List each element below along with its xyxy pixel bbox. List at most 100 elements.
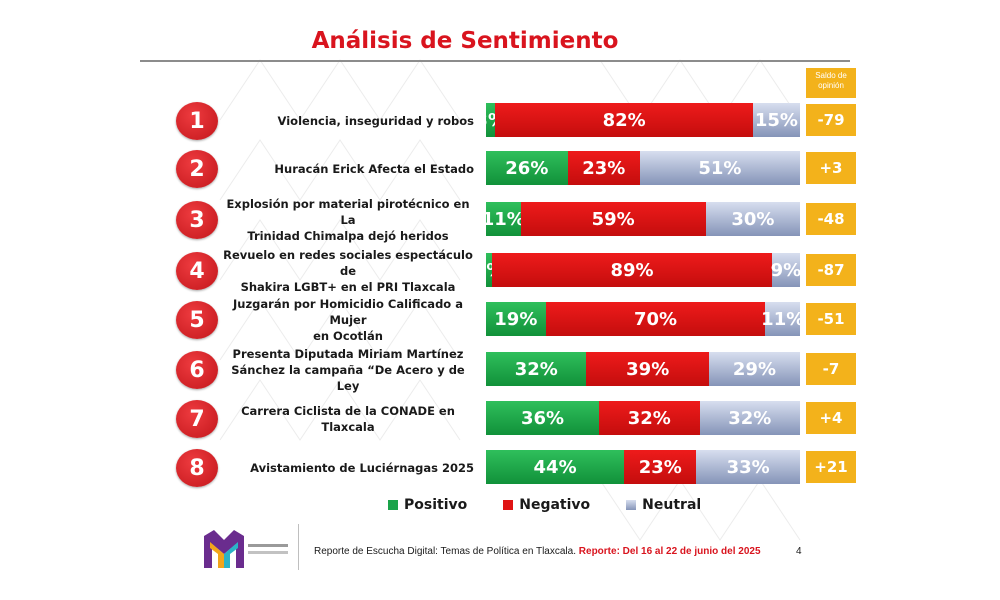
stacked-bar: 36% 32% 32% [486,401,800,435]
saldo-value: -51 [806,303,856,335]
saldo-value: -79 [806,104,856,136]
topic-label: Violencia, inseguridad y robos [222,102,474,140]
data-label-negativo: 70% [634,308,678,330]
data-label-neutral: 51% [698,157,742,179]
legend-swatch-neutral [626,500,637,510]
saldo-header: Saldo de opinión [806,68,856,98]
legend-swatch-negativo [503,500,514,510]
data-label-negativo: 89% [610,259,654,281]
bar-segment-negativo: 39% [586,352,709,386]
topic-label: Presenta Diputada Miriam Martínez Sánchez… [222,347,474,393]
stacked-bar: 3% 82% 15% [486,103,800,137]
data-label-positivo: 36% [520,407,565,429]
topic-label: Carrera Ciclista de la CONADE en Tlaxcal… [222,400,474,438]
topic-label: Avistamiento de Luciérnagas 2025 [222,449,474,487]
saldo-value: -48 [806,203,856,235]
chart-row: 6 Presenta Diputada Miriam Martínez Sánche… [0,347,1000,393]
data-label-positivo: 19% [494,308,538,330]
topic-line: Presenta Diputada Miriam Martínez [232,347,464,361]
legend-label-positivo: Positivo [404,497,468,513]
bar-segment-positivo: 26% [486,151,568,185]
topic-line: Huracán Erick Afecta el Estado [274,162,474,176]
bar-segment-negativo: 32% [599,401,700,435]
data-label-positivo: 26% [505,157,549,179]
footer-report-dates: Reporte: Del 16 al 22 de junio del 2025 [578,546,761,557]
page-title: Análisis de Sentimiento [311,28,619,54]
saldo-value: -7 [806,353,856,385]
chart-row: 4 Revuelo en redes sociales espectáculo d… [0,248,1000,294]
data-label-positivo: 44% [533,456,577,478]
saldo-value: +4 [806,402,856,434]
bar-segment-positivo: 44% [486,450,625,484]
topic-line: Carrera Ciclista de la CONADE en Tlaxcal… [241,404,455,434]
topic-line: Shakira LGBT+ en el PRI Tlaxcala [240,280,456,294]
page-number: 4 [796,546,802,557]
data-label-neutral: 11% [761,308,800,330]
stacked-bar: 2%89%9% [486,253,800,287]
data-label-neutral: 9% [770,259,800,281]
chart-row: 1 Violencia, inseguridad y robos 3% 82% 15%-… [0,102,1000,140]
topic-line: Sánchez la campaña “De Acero y de Ley [231,363,465,393]
legend-item-positivo: Positivo [388,497,467,513]
data-label-negativo: 59% [591,208,635,230]
bar-segment-negativo: 59% [520,202,706,236]
title-divider [140,60,850,62]
company-logo [204,530,288,568]
bar-segment-neutral: 30% [705,202,800,236]
legend-label-neutral: Neutral [642,497,702,513]
saldo-value: +21 [806,451,856,483]
stacked-bar: 11% 59% 30% [486,202,800,236]
bar-segment-neutral: 11% [761,302,800,336]
data-label-negativo: 32% [627,407,671,429]
topic-line: Juzgarán por Homicidio Calificado a Muje… [233,297,463,327]
bar-segment-negativo: 23% [624,450,697,484]
data-label-negativo: 23% [582,157,626,179]
topic-line: Avistamiento de Luciérnagas 2025 [250,461,474,475]
chart-row: 7 Carrera Ciclista de la CONADE en Tlaxca… [0,400,1000,438]
topic-line: Explosión por material pirotécnico en La [226,197,470,227]
rank-badge: 1 [176,102,218,140]
data-label-neutral: 33% [726,456,770,478]
topic-label: Explosión por material pirotécnico en La… [222,197,474,243]
legend-swatch-positivo [388,500,398,510]
legend-item-neutral: Neutral [626,497,701,513]
rank-badge: 5 [176,301,218,339]
legend: Positivo Negativo Neutral [388,497,701,513]
rank-badge: 4 [176,252,218,290]
topic-label: Huracán Erick Afecta el Estado [222,150,474,188]
chart-row: 5 Juzgarán por Homicidio Calificado a Muj… [0,297,1000,343]
chart-row: 3 Explosión por material pirotécnico en L… [0,197,1000,243]
stacked-bar: 32% 39% 29% [486,352,800,386]
topic-line: Revuelo en redes sociales espectáculo de [223,248,473,278]
rank-badge: 7 [176,400,218,438]
legend-label-negativo: Negativo [519,497,591,513]
chart-row: 8 Avistamiento de Luciérnagas 2025 44% 23% 3… [0,449,1000,487]
rank-badge: 8 [176,449,218,487]
data-label-neutral: 32% [728,407,772,429]
bar-segment-negativo: 23% [567,151,640,185]
stacked-bar: 26% 23% 51% [486,151,800,185]
bar-segment-neutral: 33% [696,450,800,484]
topic-line: en Ocotlán [313,329,383,343]
bar-segment-positivo: 32% [486,352,587,386]
bar-segment-negativo: 82% [495,103,753,137]
stacked-bar: 44% 23% 33% [486,450,800,484]
footer-divider [298,524,299,570]
data-label-negativo: 23% [638,456,682,478]
bar-segment-neutral: 9% [770,253,800,287]
data-label-positivo: 11% [486,208,525,230]
footer-report-text: Reporte de Escucha Digital: Temas de Pol… [314,546,579,557]
footer-report: Reporte de Escucha Digital: Temas de Pol… [314,546,761,557]
bar-segment-positivo: 36% [486,401,600,435]
bar-segment-neutral: 29% [708,352,800,386]
data-label-neutral: 29% [732,358,776,380]
rank-badge: 6 [176,351,218,389]
topic-label: Revuelo en redes sociales espectáculo de… [222,248,474,294]
bar-segment-neutral: 15% [752,103,800,137]
bar-segment-negativo: 89% [492,253,772,287]
bar-segment-neutral: 32% [699,401,800,435]
chart-row: 2 Huracán Erick Afecta el Estado 26% 23% 51%… [0,150,1000,188]
saldo-value: -87 [806,254,856,286]
bar-segment-positivo: 19% [486,302,546,336]
data-label-neutral: 30% [731,208,775,230]
